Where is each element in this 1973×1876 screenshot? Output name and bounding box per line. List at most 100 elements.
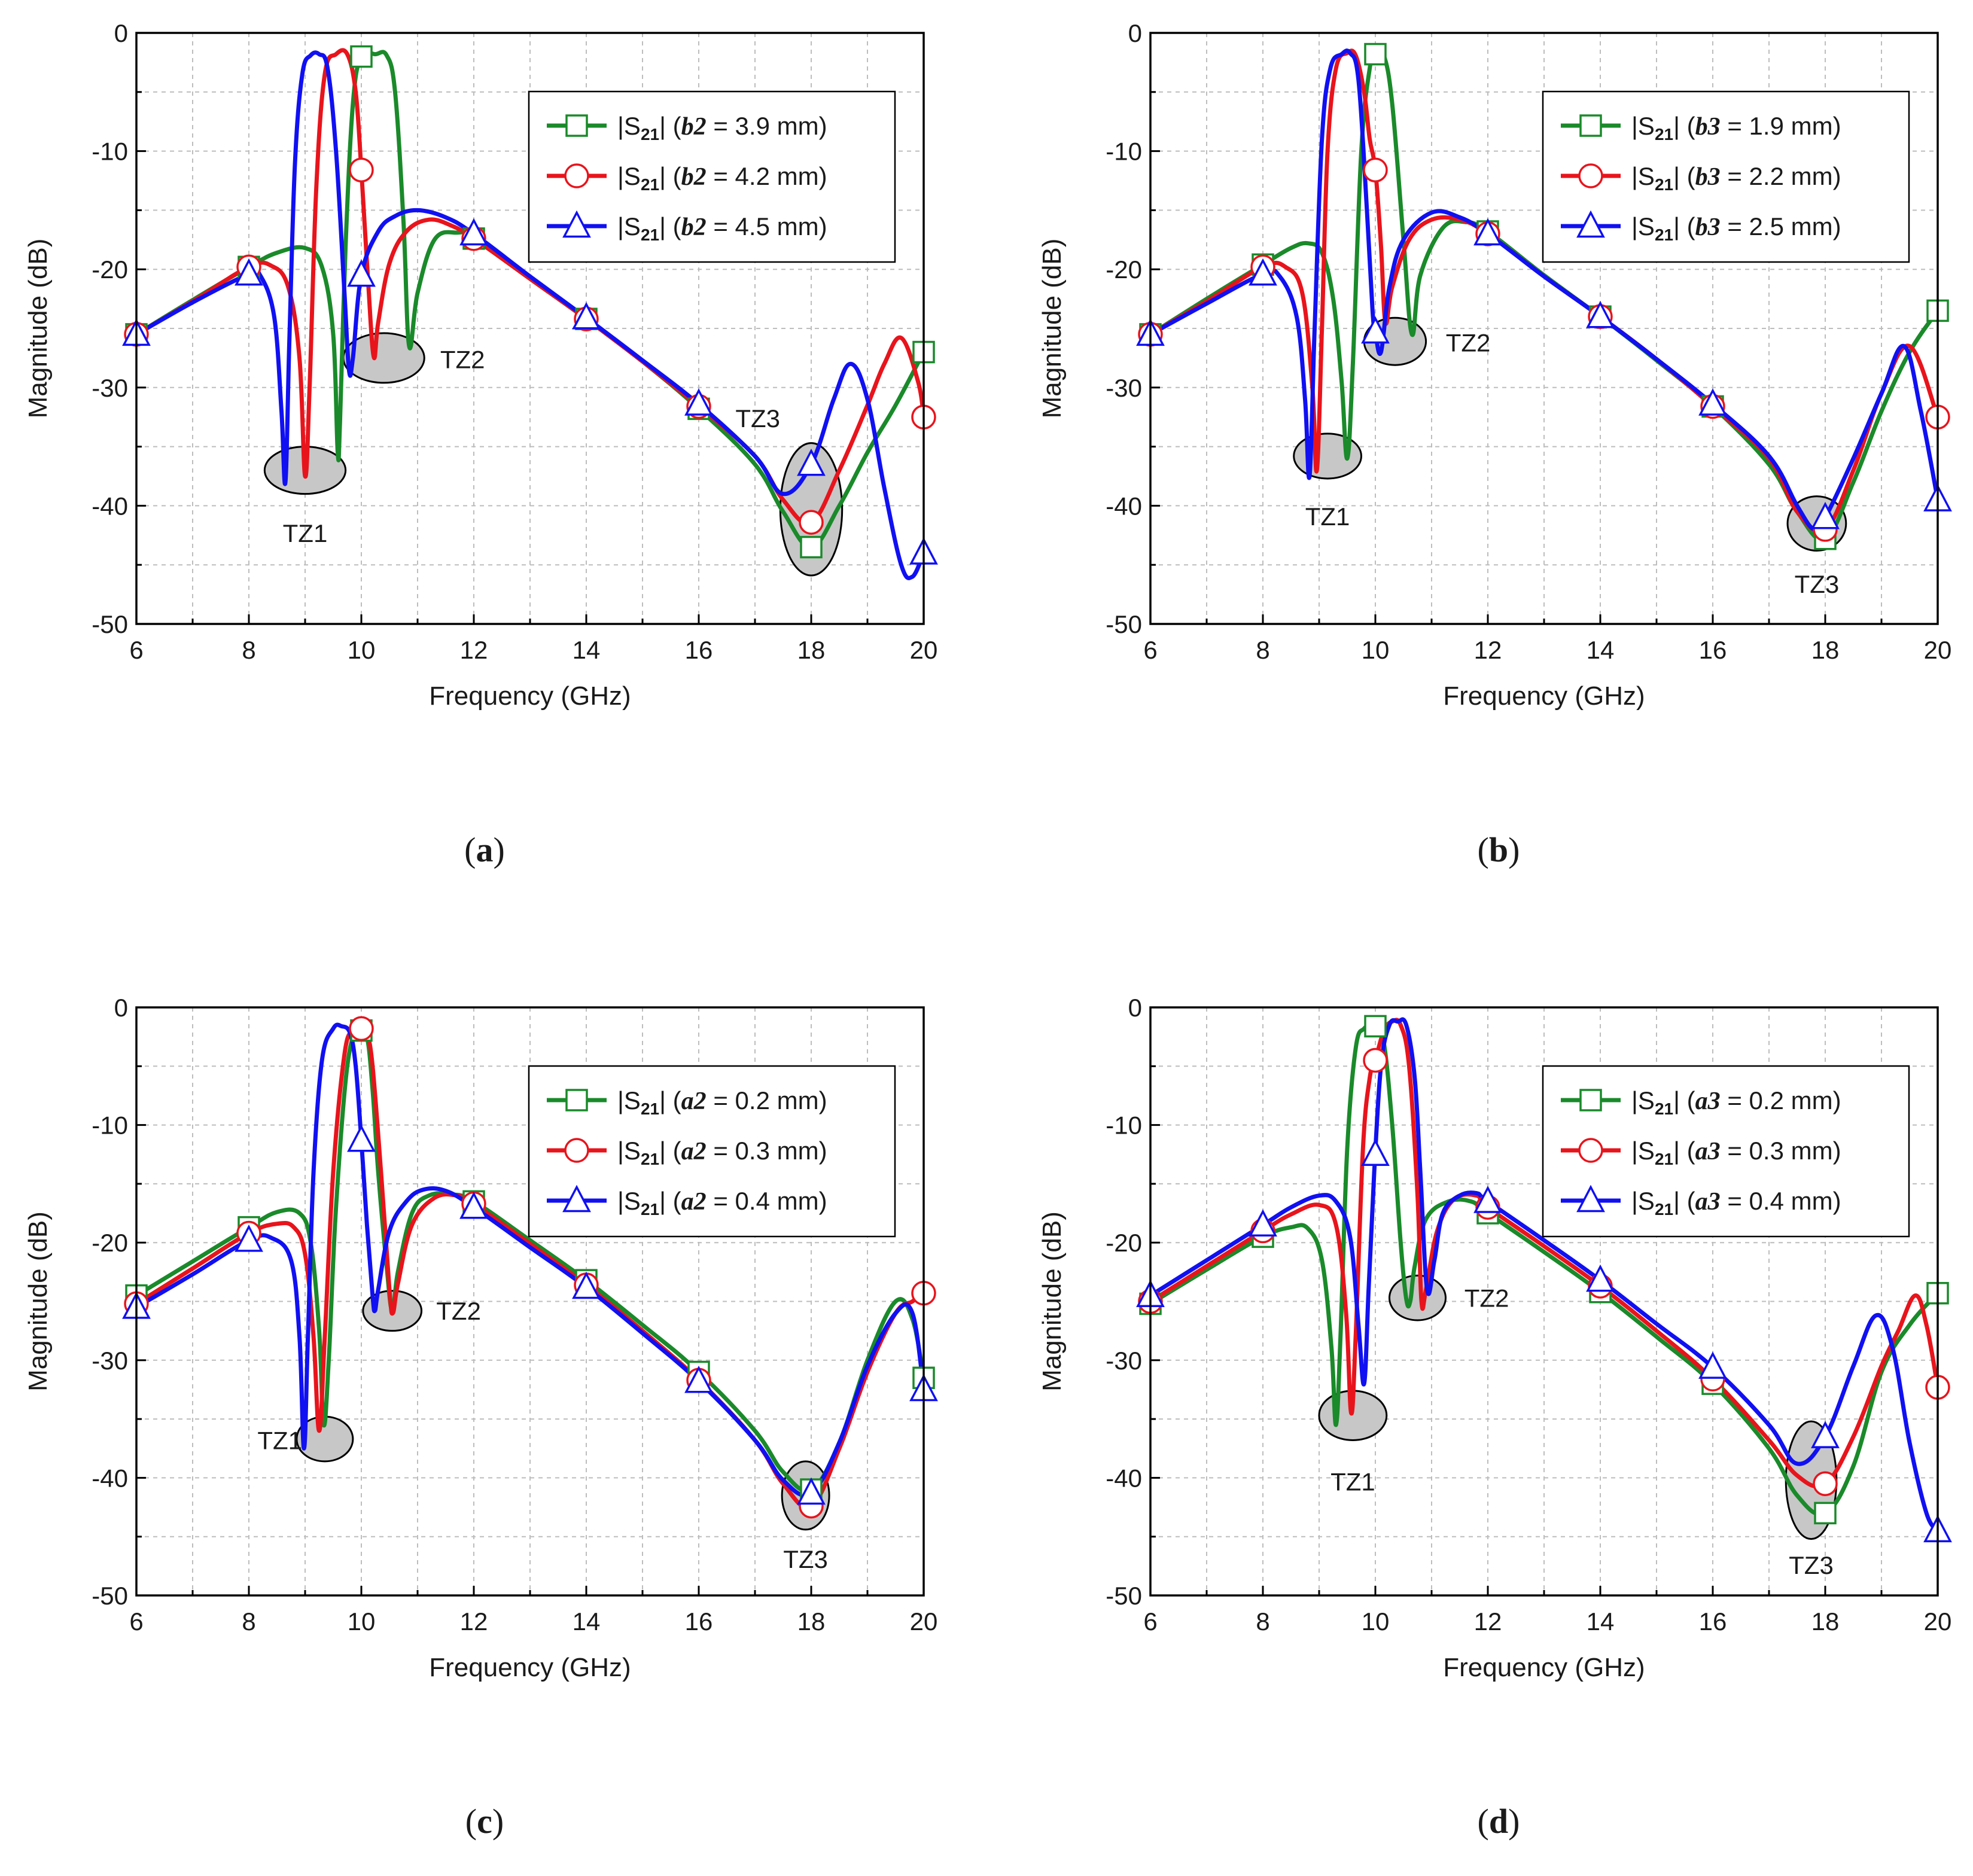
data-marker-square xyxy=(1364,1015,1387,1038)
x-tick-label: 10 xyxy=(348,1607,376,1636)
legend: |S21| (b2 = 3.9 mm) |S21| (b2 = 4.2 mm) |S… xyxy=(528,90,896,263)
legend-item: |S21| (a3 = 0.2 mm) xyxy=(1561,1086,1841,1118)
data-marker-triangle xyxy=(1361,1138,1390,1167)
legend-label: |S21| (a3 = 0.3 mm) xyxy=(1631,1137,1841,1168)
legend-item: |S21| (a2 = 0.4 mm) xyxy=(547,1184,827,1219)
data-marker-square xyxy=(800,535,823,559)
data-marker-triangle xyxy=(347,259,376,287)
x-tick-label: 18 xyxy=(797,1607,826,1636)
legend-label: |S21| (b2 = 4.5 mm) xyxy=(617,212,827,244)
y-tick-label: -20 xyxy=(1106,1229,1142,1257)
panel-caption: (a) xyxy=(464,830,505,869)
panel-caption: (c) xyxy=(465,1802,504,1841)
tz-label: TZ3 xyxy=(1795,570,1840,598)
data-marker-triangle xyxy=(1811,501,1840,529)
y-tick-label: -30 xyxy=(1106,1347,1142,1375)
y-axis-title: Magnitude (dB) xyxy=(1037,239,1067,419)
series-line-triangle xyxy=(136,50,924,580)
x-tick-label: 20 xyxy=(1924,1607,1952,1636)
series-markers xyxy=(122,45,938,565)
x-axis-title: Frequency (GHz) xyxy=(1443,1653,1645,1682)
legend-marker-circle xyxy=(564,163,589,188)
panel-caption: (d) xyxy=(1478,1802,1520,1841)
plot-frame xyxy=(135,1006,925,1597)
chart-panel-a: 6 8 10 12 14 16 18 20 0 -10 -20 -30 -40 -50 Frequency … xyxy=(23,19,938,869)
x-tick-label: 14 xyxy=(1587,1607,1615,1636)
legend-label: |S21| (a2 = 0.4 mm) xyxy=(617,1187,827,1219)
data-marker-square xyxy=(1814,1502,1837,1525)
series-line-square xyxy=(136,50,924,550)
x-tick-label: 12 xyxy=(460,1607,488,1636)
plot-frame xyxy=(1149,1006,1939,1597)
legend-label: |S21| (b2 = 3.9 mm) xyxy=(617,112,827,144)
y-tick-label: -40 xyxy=(92,492,128,520)
legend: |S21| (a3 = 0.2 mm) |S21| (a3 = 0.3 mm) |S… xyxy=(1542,1065,1910,1238)
tz-label: TZ2 xyxy=(440,345,485,373)
legend-item: |S21| (b3 = 2.2 mm) xyxy=(1561,162,1841,194)
y-tick-label: -10 xyxy=(1106,1111,1142,1140)
x-tick-label: 10 xyxy=(1362,636,1390,664)
x-tick-label: 10 xyxy=(1362,1607,1390,1636)
data-marker-circle xyxy=(799,510,824,535)
legend-marker-square xyxy=(565,114,588,137)
x-tick-label: 20 xyxy=(910,1607,938,1636)
series-line-circle xyxy=(1150,48,1938,534)
legend-item: |S21| (a3 = 0.4 mm) xyxy=(1561,1184,1841,1219)
data-marker-triangle xyxy=(1698,388,1727,416)
legend-marker-triangle xyxy=(562,1184,591,1213)
x-tick-label: 14 xyxy=(573,1607,601,1636)
data-marker-triangle xyxy=(459,1191,488,1219)
x-tick-label: 18 xyxy=(1811,636,1840,664)
legend-item: |S21| (b2 = 4.5 mm) xyxy=(547,210,827,244)
y-tick-label: -30 xyxy=(92,1347,128,1375)
x-tick-label: 8 xyxy=(1256,1607,1269,1636)
legend-marker-circle xyxy=(1578,163,1603,188)
legend-item: |S21| (b2 = 4.2 mm) xyxy=(547,162,827,194)
legend-marker-triangle xyxy=(562,210,591,238)
data-marker-triangle xyxy=(797,1477,826,1505)
series-line-triangle xyxy=(1150,1017,1938,1533)
y-tick-label: 0 xyxy=(1128,19,1142,47)
data-marker-triangle xyxy=(1249,258,1277,286)
legend-item: |S21| (b3 = 2.5 mm) xyxy=(1561,210,1841,244)
x-tick-label: 12 xyxy=(1474,1607,1502,1636)
chart-panel-b: 6 8 10 12 14 16 18 20 0 -10 -20 -30 -40 -50 Frequency … xyxy=(1037,19,1952,869)
tz-label: TZ2 xyxy=(1464,1284,1509,1312)
tz-label: TZ1 xyxy=(257,1426,302,1454)
x-tick-label: 10 xyxy=(348,636,376,664)
x-tick-label: 8 xyxy=(242,636,255,664)
data-marker-triangle xyxy=(235,258,263,286)
tz-label: TZ2 xyxy=(436,1297,481,1325)
x-tick-label: 6 xyxy=(129,1607,143,1636)
y-tick-label: 0 xyxy=(114,994,128,1022)
legend: |S21| (a2 = 0.2 mm) |S21| (a2 = 0.3 mm) |S… xyxy=(528,1065,896,1238)
y-tick-label: -50 xyxy=(92,1582,128,1610)
data-marker-triangle xyxy=(1473,1186,1502,1213)
legend-marker-square xyxy=(565,1089,588,1111)
data-marker-triangle xyxy=(1586,300,1615,328)
y-tick-label: -50 xyxy=(1106,610,1142,638)
y-tick-label: -20 xyxy=(1106,255,1142,284)
x-tick-label: 14 xyxy=(1587,636,1615,664)
x-tick-label: 6 xyxy=(129,636,143,664)
x-tick-label: 12 xyxy=(1474,636,1502,664)
tz-ellipse-tz2 xyxy=(1389,1274,1447,1321)
legend-marker-triangle xyxy=(1576,1184,1605,1213)
data-marker-circle xyxy=(1363,157,1388,182)
legend-marker-circle xyxy=(1578,1138,1603,1163)
legend-marker-circle xyxy=(564,1138,589,1163)
y-tick-label: 0 xyxy=(114,19,128,47)
tz-label: TZ3 xyxy=(735,404,780,433)
data-marker-square xyxy=(1364,42,1387,66)
y-tick-label: -10 xyxy=(92,1111,128,1140)
data-marker-circle xyxy=(349,1016,374,1041)
x-tick-label: 16 xyxy=(685,636,713,664)
legend-marker-square xyxy=(1579,1089,1602,1111)
data-marker-triangle xyxy=(1249,1209,1277,1237)
data-marker-triangle xyxy=(1811,1421,1840,1448)
series-markers xyxy=(1136,42,1952,550)
data-marker-square xyxy=(350,45,373,68)
x-tick-label: 16 xyxy=(685,1607,713,1636)
tz-annotations xyxy=(1293,316,1847,552)
plot-frame xyxy=(135,32,925,625)
